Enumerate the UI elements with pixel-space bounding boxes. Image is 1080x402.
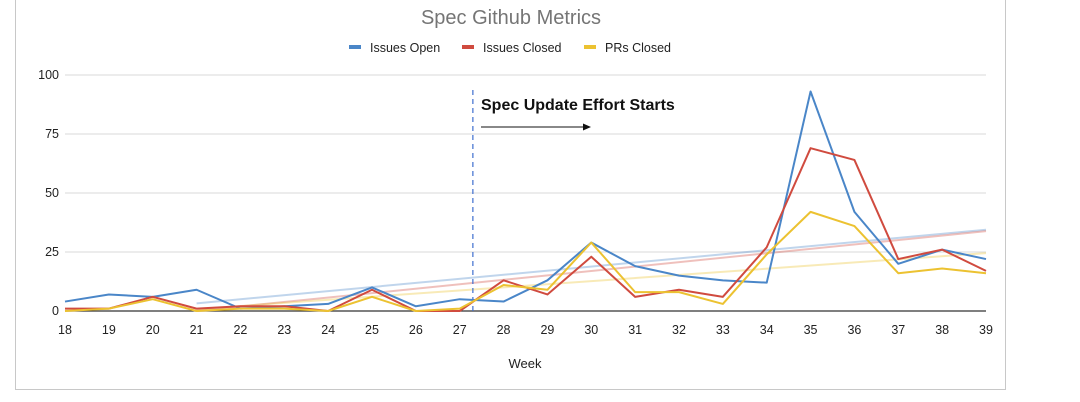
x-tick-label: 18 (58, 323, 72, 337)
arrow-head-icon (583, 123, 591, 131)
trendline (196, 230, 987, 312)
x-tick-label: 19 (102, 323, 116, 337)
chart-title: Spec Github Metrics (421, 7, 601, 29)
chart-frame (15, 0, 1006, 390)
x-tick-label: 24 (321, 323, 335, 337)
legend-swatch (349, 45, 361, 49)
x-tick-label: 31 (628, 323, 642, 337)
y-tick-label: 75 (45, 127, 59, 141)
legend-label: Issues Open (370, 41, 440, 55)
x-tick-label: 29 (540, 323, 554, 337)
y-tick-label: 0 (52, 304, 59, 318)
x-tick-label: 21 (190, 323, 204, 337)
series-lines (64, 90, 987, 312)
y-tick-label: 25 (45, 245, 59, 259)
series-line (64, 210, 987, 312)
x-tick-label: 35 (804, 323, 818, 337)
x-tick-label: 38 (935, 323, 949, 337)
x-tick-label: 33 (716, 323, 730, 337)
x-axis-label: Week (509, 356, 542, 371)
legend-label: Issues Closed (483, 41, 562, 55)
annotation-label: Spec Update Effort Starts (481, 97, 675, 114)
trendlines (196, 228, 987, 312)
y-tick-label: 50 (45, 186, 59, 200)
legend: Issues Open Issues Closed PRs Closed (349, 41, 671, 55)
x-tick-label: 23 (277, 323, 291, 337)
trendline (196, 228, 987, 305)
x-tick-label: 20 (146, 323, 160, 337)
x-tick-label: 26 (409, 323, 423, 337)
trendline (196, 252, 987, 311)
x-tick-label: 22 (233, 323, 247, 337)
legend-swatch (584, 45, 596, 49)
legend-label: PRs Closed (605, 41, 671, 55)
x-tick-label: 28 (497, 323, 511, 337)
annotation: Spec Update Effort Starts (472, 90, 675, 311)
x-tick-label: 25 (365, 323, 379, 337)
series-line (64, 90, 987, 310)
x-tick-label: 39 (979, 323, 993, 337)
x-tick-label: 32 (672, 323, 686, 337)
x-tick-label: 30 (584, 323, 598, 337)
y-tick-label: 100 (38, 68, 59, 82)
x-tick-label: 34 (760, 323, 774, 337)
gridlines (65, 74, 986, 312)
x-tick-label: 37 (891, 323, 905, 337)
x-tick-labels: 18 19 20 21 22 23 24 25 26 27 28 29 30 31 32 33 34 35 36 37… (58, 323, 993, 337)
y-tick-labels: 0 25 50 75 100 (38, 68, 59, 318)
legend-swatch (462, 45, 474, 49)
x-tick-label: 27 (453, 323, 467, 337)
x-tick-label: 36 (847, 323, 861, 337)
